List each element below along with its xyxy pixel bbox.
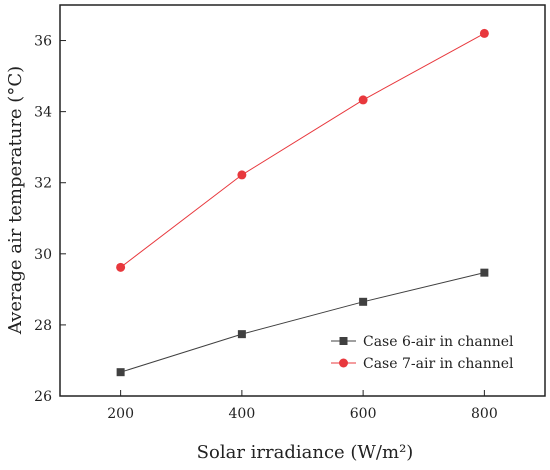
y-tick-label: 34 bbox=[34, 105, 52, 121]
data-markers bbox=[116, 28, 489, 377]
data-point bbox=[116, 262, 126, 272]
series-lines bbox=[120, 32, 485, 373]
legend: Case 6-air in channel Case 7-air in chan… bbox=[331, 334, 514, 372]
x-axis-title: Solar irradiance (W/m²) bbox=[197, 442, 414, 463]
y-tick-label: 26 bbox=[34, 389, 52, 405]
series-line-2 bbox=[120, 32, 485, 268]
x-axis-title-main: Solar irradiance (W/m²) bbox=[197, 442, 414, 463]
data-point bbox=[116, 368, 125, 377]
data-point bbox=[237, 170, 247, 180]
axis-ticks: 200 400 600 800 26 28 30 32 34 36 bbox=[34, 34, 498, 422]
legend-label-case6: Case 6-air in channel bbox=[363, 334, 514, 350]
data-point bbox=[480, 268, 489, 277]
y-axis-title: Average air temperature (°C) bbox=[5, 66, 26, 335]
x-tick-label: 200 bbox=[107, 406, 134, 422]
data-point bbox=[358, 95, 368, 105]
y-tick-label: 30 bbox=[34, 247, 52, 263]
data-point bbox=[359, 297, 368, 306]
y-tick-label: 36 bbox=[34, 34, 52, 50]
legend-marker-case6 bbox=[339, 337, 348, 345]
legend-label-case7: Case 7-air in channel bbox=[363, 356, 514, 372]
x-tick-label: 400 bbox=[229, 406, 256, 422]
x-tick-label: 600 bbox=[350, 406, 377, 422]
legend-marker-case7 bbox=[339, 358, 348, 368]
y-tick-label: 28 bbox=[34, 318, 52, 334]
data-point bbox=[237, 330, 246, 339]
series-line-1 bbox=[120, 272, 485, 373]
plot-frame bbox=[59, 4, 546, 397]
data-point bbox=[479, 28, 489, 38]
y-tick-label: 32 bbox=[34, 176, 52, 192]
x-tick-label: 800 bbox=[471, 406, 498, 422]
